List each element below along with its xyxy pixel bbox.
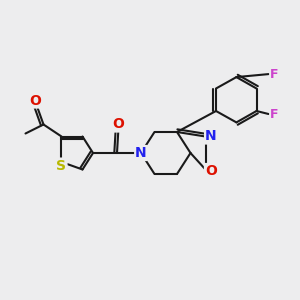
Text: N: N — [205, 130, 217, 143]
Text: O: O — [205, 164, 217, 178]
Text: O: O — [112, 118, 124, 131]
Text: S: S — [56, 159, 67, 172]
Text: F: F — [270, 107, 279, 121]
Text: N: N — [135, 146, 147, 160]
Text: F: F — [270, 68, 279, 81]
Text: O: O — [29, 94, 41, 107]
